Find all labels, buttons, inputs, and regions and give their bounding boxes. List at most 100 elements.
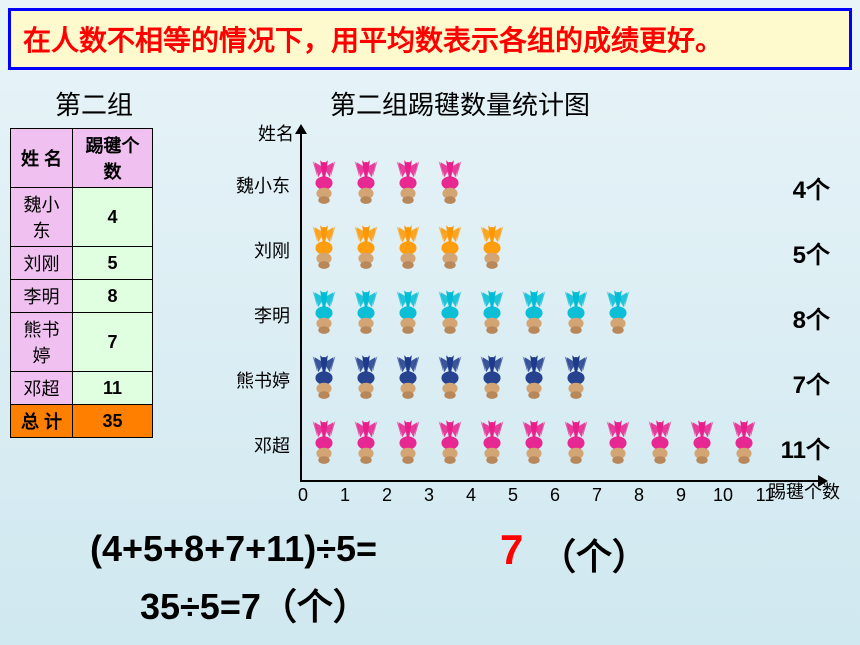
x-tick-label: 1 [335, 485, 355, 506]
y-axis-arrow-icon [295, 124, 307, 134]
total-label: 总 计 [11, 405, 73, 438]
shuttlecock-icon [389, 290, 427, 336]
shuttlecock-icon [389, 225, 427, 271]
shuttlecock-icon [305, 290, 343, 336]
shuttlecock-icon [473, 420, 511, 466]
shuttlecock-icon [557, 290, 595, 336]
shuttlecock-icon [599, 290, 637, 336]
calculation-result: 7 [500, 526, 523, 574]
shuttlecock-icon [683, 420, 721, 466]
shuttlecock-icon [305, 355, 343, 401]
shuttlecock-icon [515, 420, 553, 466]
shuttlecock-icon [599, 420, 637, 466]
shuttlecock-icon [347, 290, 385, 336]
shuttlecock-icon [557, 355, 595, 401]
shuttlecock-icon [431, 290, 469, 336]
x-tick-label: 11 [755, 485, 775, 506]
shuttlecock-icon [305, 420, 343, 466]
shuttlecock-icon [389, 355, 427, 401]
cell-name: 李明 [11, 280, 73, 313]
shuttlecock-icon [347, 160, 385, 206]
cell-name: 熊书婷 [11, 313, 73, 372]
shuttlecock-icon [431, 160, 469, 206]
x-tick-label: 10 [713, 485, 733, 506]
calculation-unit: （个） [540, 528, 648, 580]
shuttlecock-icon [473, 420, 511, 466]
shuttlecock-icon [557, 420, 595, 466]
x-tick-label: 6 [545, 485, 565, 506]
chart-row-name: 邓超 [200, 432, 290, 458]
chart-pictograph-row [305, 355, 595, 401]
shuttlecock-icon [347, 355, 385, 401]
cell-name: 魏小东 [11, 188, 73, 247]
chart-row-count: 8个 [793, 300, 830, 335]
shuttlecock-icon [473, 290, 511, 336]
shuttlecock-icon [431, 290, 469, 336]
chart-row-name: 魏小东 [200, 172, 290, 198]
y-axis [300, 130, 302, 480]
group-title: 第二组 [55, 85, 133, 122]
shuttlecock-icon [347, 225, 385, 271]
shuttlecock-icon [305, 225, 343, 271]
calculation-expression: (4+5+8+7+11)÷5= [90, 528, 377, 570]
chart-row-count: 5个 [793, 235, 830, 270]
chart-pictograph-row [305, 225, 511, 271]
header-name: 姓 名 [11, 129, 73, 188]
shuttlecock-icon [347, 225, 385, 271]
cell-value: 11 [73, 372, 153, 405]
shuttlecock-icon [431, 420, 469, 466]
shuttlecock-icon [473, 355, 511, 401]
chart-row-name: 李明 [200, 302, 290, 328]
chart-row-count: 11个 [781, 430, 830, 465]
shuttlecock-icon [389, 290, 427, 336]
shuttlecock-icon [347, 420, 385, 466]
shuttlecock-icon [431, 160, 469, 206]
x-tick-label: 4 [461, 485, 481, 506]
shuttlecock-icon [431, 355, 469, 401]
shuttlecock-icon [599, 420, 637, 466]
shuttlecock-icon [641, 420, 679, 466]
pictograph-chart: 姓名 踢毽个数 魏小东 [200, 120, 850, 510]
cell-name: 邓超 [11, 372, 73, 405]
shuttlecock-icon [641, 420, 679, 466]
shuttlecock-icon [305, 420, 343, 466]
shuttlecock-icon [473, 225, 511, 271]
shuttlecock-icon [347, 290, 385, 336]
shuttlecock-icon [347, 420, 385, 466]
shuttlecock-icon [515, 290, 553, 336]
table-total-row: 总 计 35 [11, 405, 153, 438]
shuttlecock-icon [389, 420, 427, 466]
chart-row-count: 7个 [793, 365, 830, 400]
x-tick-label: 9 [671, 485, 691, 506]
header-statement: 在人数不相等的情况下，用平均数表示各组的成绩更好。 [8, 8, 852, 70]
shuttlecock-icon [557, 420, 595, 466]
shuttlecock-icon [515, 290, 553, 336]
x-axis-arrow-icon [818, 475, 828, 487]
shuttlecock-icon [389, 160, 427, 206]
x-tick-label: 7 [587, 485, 607, 506]
chart-title: 第二组踢毽数量统计图 [330, 85, 590, 122]
y-axis-label: 姓名 [258, 120, 294, 146]
x-tick-label: 2 [377, 485, 397, 506]
table-header-row: 姓 名 踢毽个数 [11, 129, 153, 188]
shuttlecock-icon [431, 355, 469, 401]
shuttlecock-icon [305, 290, 343, 336]
shuttlecock-icon [347, 355, 385, 401]
shuttlecock-icon [515, 420, 553, 466]
x-tick-label: 3 [419, 485, 439, 506]
shuttlecock-icon [473, 355, 511, 401]
table-row: 邓超 11 [11, 372, 153, 405]
shuttlecock-icon [515, 355, 553, 401]
cell-name: 刘刚 [11, 247, 73, 280]
shuttlecock-icon [305, 160, 343, 206]
shuttlecock-icon [557, 290, 595, 336]
shuttlecock-icon [305, 355, 343, 401]
shuttlecock-icon [305, 225, 343, 271]
shuttlecock-icon [683, 420, 721, 466]
shuttlecock-icon [473, 225, 511, 271]
cell-value: 7 [73, 313, 153, 372]
chart-pictograph-row [305, 420, 763, 466]
shuttlecock-icon [557, 355, 595, 401]
chart-row-name: 熊书婷 [200, 367, 290, 393]
table-row: 刘刚 5 [11, 247, 153, 280]
